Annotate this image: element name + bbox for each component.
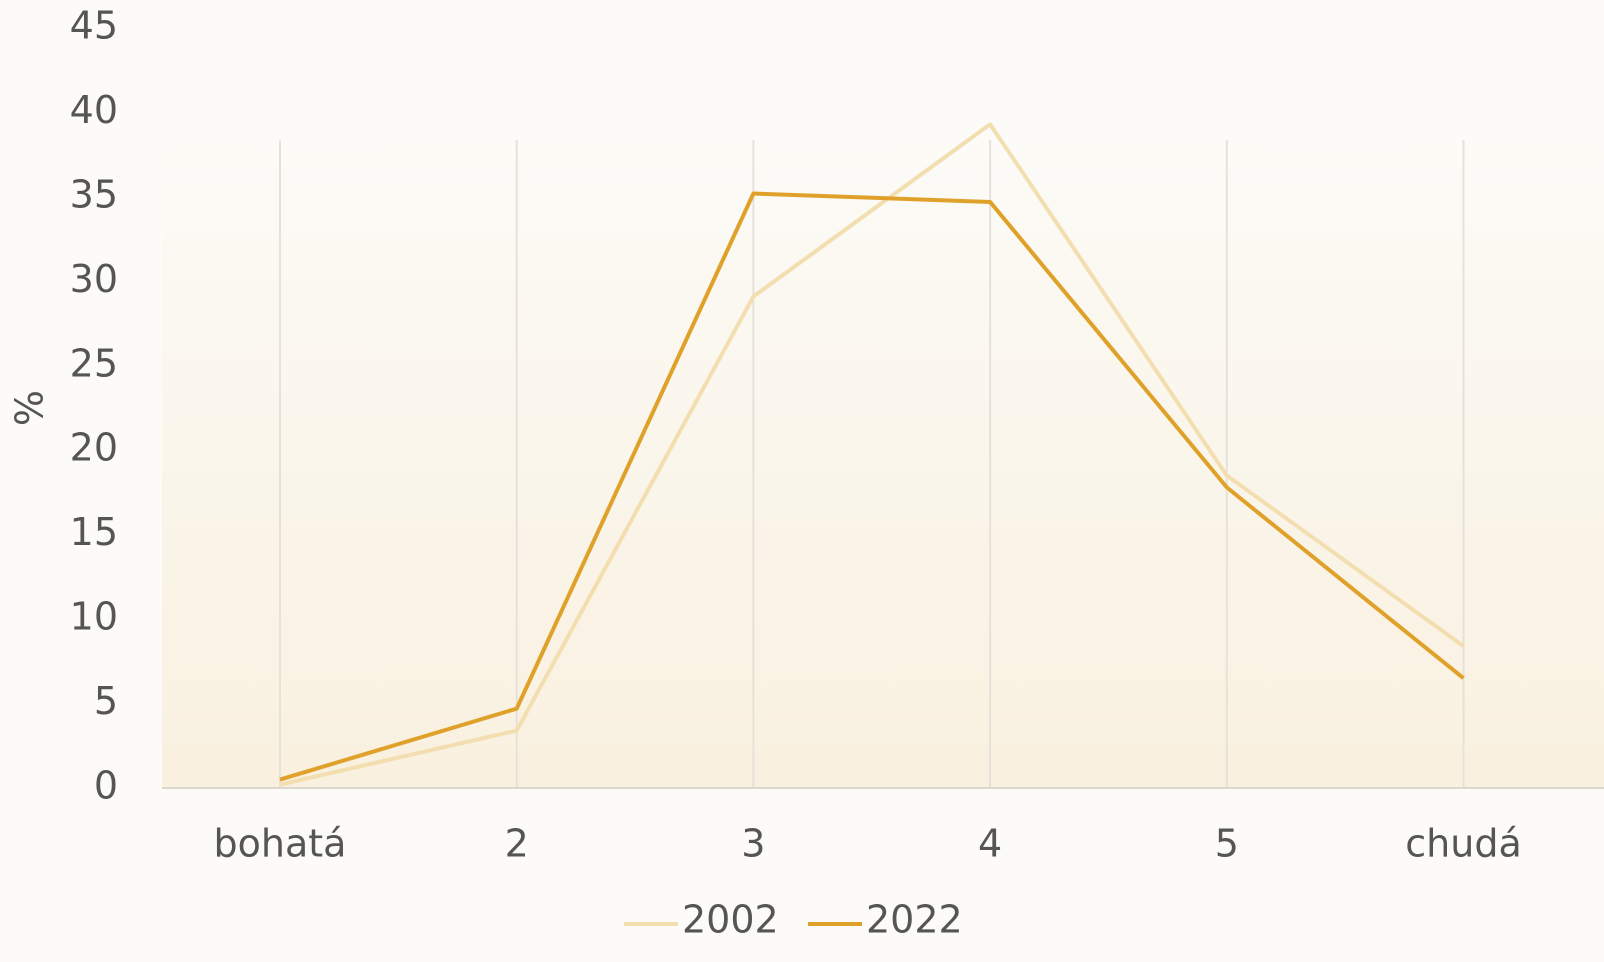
legend-label: 2022 [866,898,963,942]
y-tick-label: 25 [70,341,118,385]
y-axis-label: % [8,390,52,426]
y-tick-label: 0 [94,764,118,808]
line-series [279,122,1465,787]
y-tick-label: 45 [70,4,118,48]
y-tick-label: 15 [70,510,118,554]
y-tick-label: 20 [70,426,118,470]
x-tick-label: 3 [741,822,765,866]
x-tick-label: chudá [1405,822,1521,866]
plot-area [162,140,1604,788]
x-tick-label: 2 [505,822,529,866]
y-tick-label: 35 [70,172,118,216]
x-tick-label: bohatá [214,822,347,866]
x-tick-label: 5 [1215,822,1239,866]
x-tick-label: 4 [978,822,1002,866]
y-tick-label: 40 [70,88,118,132]
line-series [279,191,1465,782]
y-tick-label: 5 [94,679,118,723]
y-tick-label: 30 [70,257,118,301]
legend-label: 2002 [682,898,779,942]
y-tick-label: 10 [70,595,118,639]
